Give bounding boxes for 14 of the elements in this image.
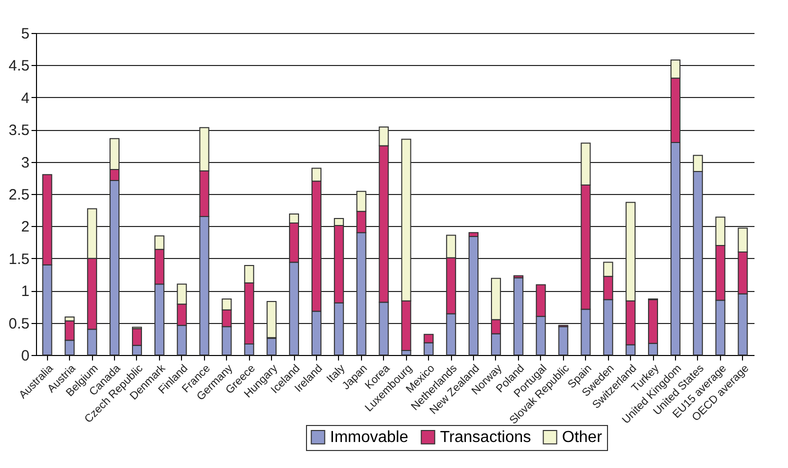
legend-label: Immovable xyxy=(330,429,408,446)
y-tick-label: 1.5 xyxy=(8,250,30,268)
legend-label: Transactions xyxy=(440,429,531,446)
y-tick-label: 3 xyxy=(21,154,30,172)
y-tick-label: 2.5 xyxy=(8,186,30,204)
legend-label: Other xyxy=(562,429,603,446)
y-tick-label: 1 xyxy=(21,283,30,300)
y-tick-label: 5 xyxy=(21,26,30,42)
y-tick-label: 4 xyxy=(21,90,30,107)
y-tick-label: 2 xyxy=(21,218,30,236)
y-tick-label: 0.5 xyxy=(8,315,30,332)
y-tick-label: 0 xyxy=(21,348,30,364)
y-tick-label: 4.5 xyxy=(8,58,30,75)
y-tick-label: 3.5 xyxy=(8,122,30,140)
